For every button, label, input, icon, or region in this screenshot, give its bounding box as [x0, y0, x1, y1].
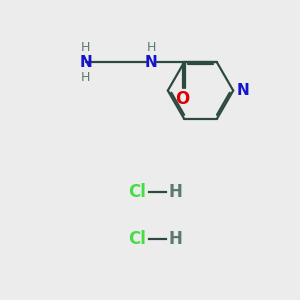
Text: Cl: Cl: [128, 183, 146, 201]
Text: H: H: [168, 230, 182, 248]
Text: N: N: [237, 83, 250, 98]
Text: H: H: [147, 41, 156, 54]
Text: O: O: [176, 90, 190, 108]
Text: H: H: [81, 70, 90, 84]
Text: H: H: [81, 41, 90, 54]
Text: N: N: [79, 55, 92, 70]
Text: N: N: [145, 55, 158, 70]
Text: H: H: [168, 183, 182, 201]
Text: Cl: Cl: [128, 230, 146, 248]
